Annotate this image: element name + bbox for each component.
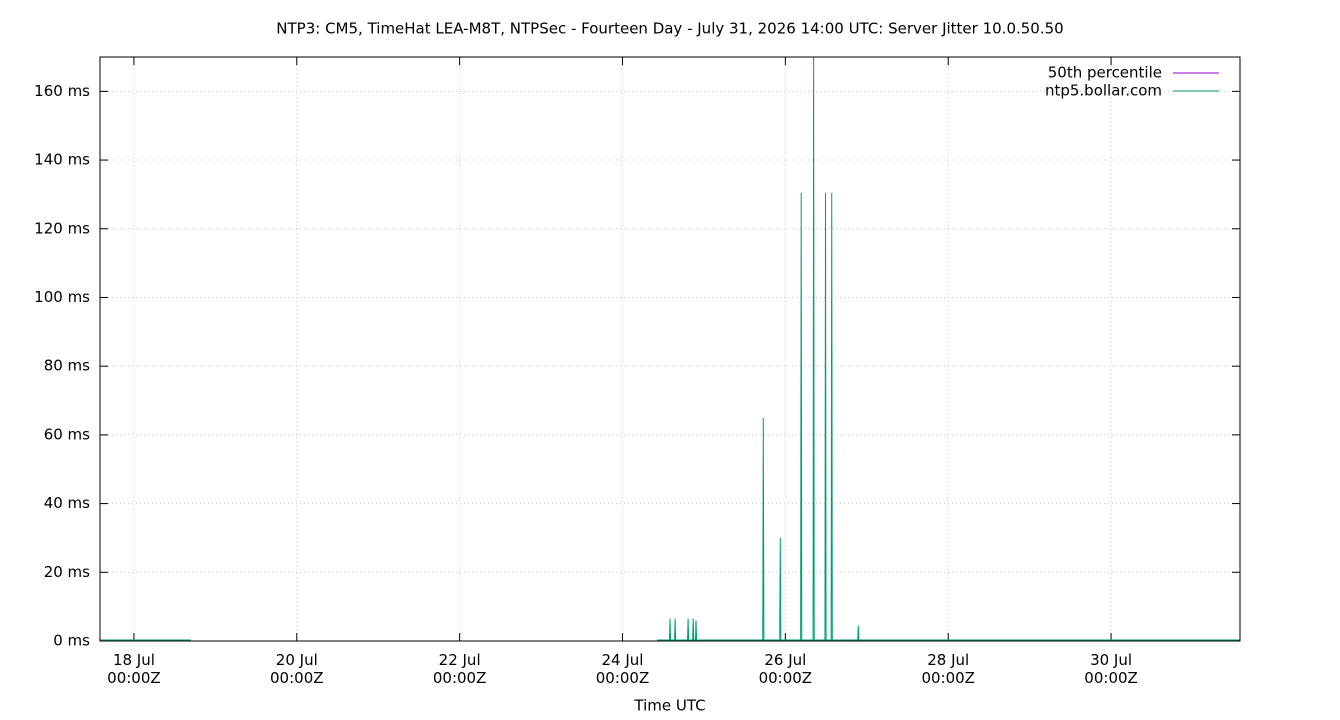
series-line [100, 57, 1240, 641]
y-tick-label: 160 ms [34, 82, 90, 100]
x-tick-label: 26 Jul 00:00Z [758, 651, 813, 687]
legend-label: 50th percentile [1048, 64, 1162, 82]
y-tick-label: 40 ms [44, 494, 90, 512]
plot-border [99, 56, 1241, 642]
x-tick-label: 28 Jul 00:00Z [921, 651, 975, 687]
y-tick-label: 100 ms [34, 288, 90, 306]
x-tick-label: 30 Jul 00:00Z [1084, 651, 1138, 687]
y-tick-label: 140 ms [34, 151, 90, 169]
y-tick-label: 20 ms [44, 563, 90, 581]
x-tick-label: 22 Jul 00:00Z [432, 651, 487, 687]
x-axis-label: Time UTC [633, 697, 705, 715]
y-tick-label: 0 ms [53, 632, 90, 650]
y-tick-label: 80 ms [44, 357, 90, 375]
y-tick-label: 120 ms [34, 219, 90, 237]
x-tick-label: 20 Jul 00:00Z [270, 651, 324, 687]
y-tick-label: 60 ms [44, 425, 90, 443]
x-tick-label: 18 Jul 00:00Z [107, 651, 161, 687]
chart-title: NTP3: CM5, TimeHat LEA-M8T, NTPSec - Fou… [276, 20, 1063, 38]
legend-label: ntp5.bollar.com [1045, 82, 1162, 100]
x-tick-label: 24 Jul 00:00Z [595, 651, 650, 687]
